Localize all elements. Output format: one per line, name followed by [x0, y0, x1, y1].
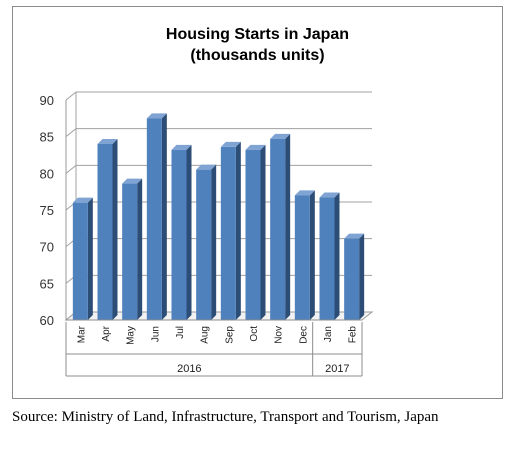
bar [319, 197, 335, 320]
group-label: 2016 [177, 363, 201, 375]
x-tick-label: Sep [224, 326, 235, 344]
bar-top [72, 197, 93, 203]
bar [171, 149, 187, 320]
bar-top [171, 144, 192, 150]
bar-side [309, 190, 315, 320]
group-label: 2017 [325, 363, 349, 375]
y-tick-label: 70 [40, 240, 54, 255]
y-tick-label: 65 [40, 276, 54, 291]
bar [270, 138, 286, 320]
y-tick-label: 85 [40, 130, 54, 145]
bar-top [319, 192, 340, 198]
x-tick-label: Dec [298, 326, 309, 344]
bar-top [196, 164, 217, 170]
gridline-depth [65, 164, 77, 174]
bar-side [334, 192, 340, 320]
bar-side [359, 233, 365, 320]
bar-side [161, 113, 167, 320]
x-tick-label: Aug [200, 326, 211, 344]
bar-side [186, 144, 192, 320]
bar-side [235, 141, 241, 320]
gridline-depth [65, 91, 77, 101]
bar-top [245, 144, 266, 150]
bar-side [137, 178, 143, 320]
chart-title: Housing Starts in Japan (thousands units… [12, 24, 503, 66]
x-tick-label: Mar [76, 325, 87, 343]
bar [122, 183, 138, 320]
bar-top [344, 233, 365, 239]
x-tick-label: Oct [249, 326, 260, 342]
y-tick-label: 90 [40, 93, 54, 108]
bar-side [211, 164, 217, 320]
chart-title-line-2: (thousands units) [190, 47, 325, 64]
bar-top [294, 190, 315, 196]
bar [220, 146, 236, 320]
bar-top [146, 113, 167, 119]
y-tick-label: 75 [40, 203, 54, 218]
gridline-depth [65, 128, 77, 138]
bar [344, 238, 360, 320]
bar [146, 118, 162, 320]
x-tick-label: Feb [348, 326, 359, 344]
x-tick-label: Jan [323, 326, 334, 342]
x-tick-label: Jul [175, 326, 186, 339]
bar-top [122, 178, 143, 184]
x-tick-label: Nov [274, 326, 285, 344]
bar [196, 169, 212, 320]
bar-top [97, 139, 118, 144]
x-tick-label: Apr [101, 325, 112, 341]
x-tick-label: Jun [150, 326, 161, 342]
y-tick-label: 80 [40, 166, 54, 181]
bar-side [285, 133, 291, 320]
bar-top [270, 133, 291, 139]
y-tick-label: 60 [40, 313, 54, 328]
bar [97, 144, 113, 320]
bar-side [87, 197, 93, 320]
bar [72, 202, 88, 320]
bar-side [260, 144, 266, 320]
bar [245, 149, 261, 320]
source-note: Source: Ministry of Land, Infrastructure… [12, 409, 439, 425]
bar-side [112, 139, 118, 320]
bar-top [220, 141, 241, 147]
x-tick-label: May [126, 326, 137, 345]
chart-title-line-1: Housing Starts in Japan [165, 26, 350, 43]
bar [294, 195, 310, 320]
